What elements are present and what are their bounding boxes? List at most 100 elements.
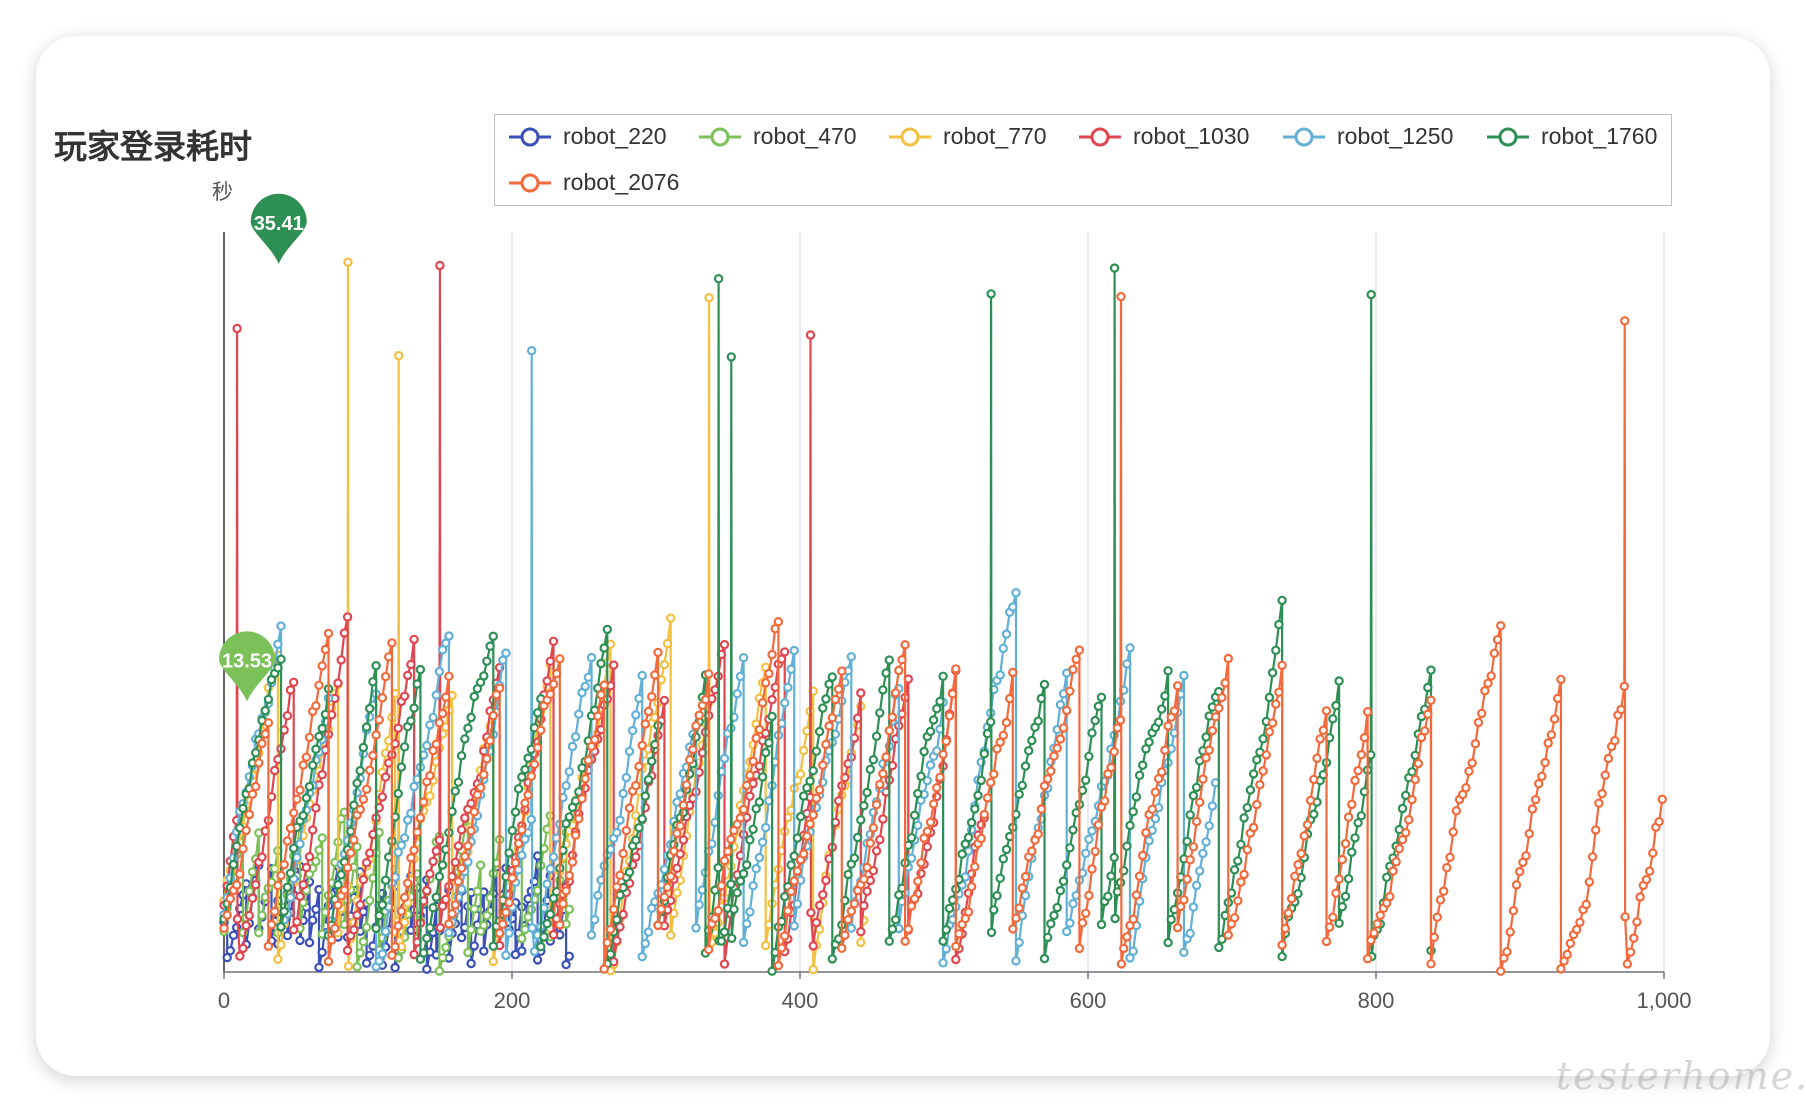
series-point [425,791,435,801]
series-point [805,330,816,340]
series-point [843,869,853,880]
series-point [1214,703,1224,713]
series-point [979,809,990,820]
legend-item-robot-220[interactable]: robot_220 [507,123,667,150]
series-point [890,688,901,698]
series-point [1423,709,1433,719]
series-point [244,910,254,921]
series-point [767,711,777,722]
series-point [903,924,914,934]
series-point [273,663,283,673]
legend-item-robot-1030[interactable]: robot_1030 [1077,123,1249,150]
series-point [475,782,486,793]
series-point [425,869,435,879]
series-point [1210,712,1221,722]
series-point [805,819,815,829]
series-point [1185,810,1195,820]
series-point [669,846,679,856]
series-point [1112,723,1123,733]
series-point [523,753,533,763]
series-point [615,815,625,825]
series-point [406,716,416,726]
series-point [1461,783,1471,793]
series-point [875,708,885,718]
series-point [919,746,929,757]
series-point [913,876,923,887]
series-point [631,835,641,845]
series-point [355,948,365,958]
series-point [1233,896,1243,906]
series-point [1429,932,1439,943]
series-point [1191,816,1202,827]
series-point [517,825,527,835]
series-point [951,954,961,965]
series-point [1166,914,1176,925]
series-point [615,890,625,900]
series-point [792,899,803,909]
series-point [527,923,537,933]
series-point [498,919,508,930]
series-point [596,658,606,669]
series-point [564,767,575,777]
series-point [662,638,673,649]
series-point [282,882,293,892]
series-point [374,715,384,725]
series-point [380,875,391,885]
series-point [719,856,730,866]
series-point [308,760,318,771]
series-point [339,885,350,895]
legend-item-robot-470[interactable]: robot_470 [697,123,857,150]
legend-item-robot-1250[interactable]: robot_1250 [1281,123,1453,150]
series-point [1207,801,1218,811]
series-point [555,654,565,664]
series-point [754,797,765,807]
series-point [1537,771,1547,782]
series-point [466,826,476,836]
series-point [434,966,445,976]
series-point [884,655,895,665]
series-point [738,937,749,948]
series-point [456,884,467,895]
series-point [349,925,359,935]
series-point [647,692,657,702]
series-point [520,764,530,775]
series-point [510,807,521,817]
series-point [254,928,264,938]
series-point [444,631,454,641]
series-point [916,771,926,782]
series-point [225,946,235,956]
series-point [1204,821,1214,831]
series-point [821,739,831,750]
series-point [783,906,793,916]
series-point [881,752,891,762]
legend-item-robot-2076[interactable]: robot_2076 [507,169,679,196]
series-point [1343,812,1354,822]
series-point [358,794,369,805]
series-point [1039,953,1050,964]
series-point [387,638,397,648]
series-point [304,732,315,743]
series-point [811,793,822,804]
series-point [688,744,698,755]
series-point [1039,679,1050,690]
series-point [1008,667,1018,678]
series-point [1277,660,1287,671]
series-point [1042,774,1053,784]
series-point [520,798,530,808]
series-point [1258,734,1268,744]
series-point [659,892,670,902]
legend-item-robot-1760[interactable]: robot_1760 [1485,123,1657,150]
series-point [612,882,622,892]
series-point [384,652,394,662]
series-point [456,932,467,943]
series-point [1340,838,1351,849]
legend-item-robot-770[interactable]: robot_770 [887,123,1047,150]
series-point [343,961,354,971]
series-point [371,730,381,740]
series-point [849,899,860,909]
series-point [1134,770,1145,781]
series-point [1122,841,1132,851]
series-point [298,760,308,770]
series-point [260,705,270,716]
series-point [719,753,730,764]
